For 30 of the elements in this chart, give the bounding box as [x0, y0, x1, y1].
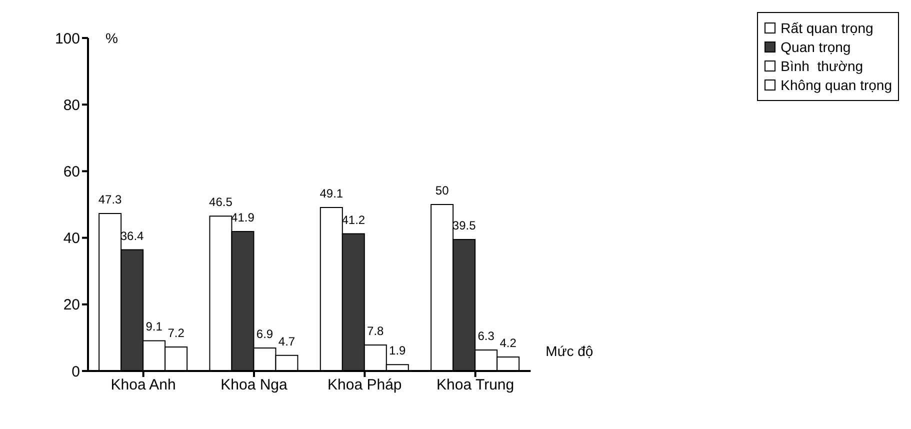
data-label: 6.3 — [478, 329, 495, 344]
y-axis-title: % — [106, 30, 118, 46]
x-tick-label: Khoa Pháp — [328, 376, 402, 394]
data-label: 6.9 — [256, 327, 274, 342]
data-label: 47.3 — [98, 192, 122, 206]
data-label: 39.5 — [452, 218, 476, 232]
data-label: 4.2 — [500, 336, 517, 350]
x-axis-title: Mức độ — [546, 342, 594, 359]
x-tick-label: Khoa Nga — [220, 376, 288, 394]
y-tick-label: 100 — [54, 30, 80, 48]
data-label: 36.4 — [120, 228, 144, 243]
x-tick-label: Khoa Anh — [110, 376, 176, 394]
legend-label: Bình thường — [780, 58, 864, 74]
legend-label: Không quan trọng — [780, 77, 892, 93]
data-label: 7.8 — [367, 324, 384, 338]
data-label: 49.1 — [320, 186, 344, 200]
data-label: 50 — [435, 184, 450, 198]
y-tick-label: 40 — [63, 230, 80, 248]
data-label: 9.1 — [146, 320, 163, 334]
data-label: 46.5 — [209, 195, 233, 210]
data-label: 4.7 — [278, 334, 296, 348]
data-label: 7.2 — [168, 326, 185, 340]
legend-label: Rất quan trọng — [780, 20, 874, 36]
data-label: 1.9 — [389, 344, 406, 358]
y-tick-label: 20 — [63, 296, 80, 314]
x-tick-label: Khoa Trung — [436, 376, 514, 394]
y-tick-label: 0 — [72, 363, 80, 380]
y-tick-label: 80 — [63, 96, 80, 114]
legend-label: Quan trọng — [780, 39, 851, 55]
y-tick-label: 60 — [63, 164, 80, 181]
